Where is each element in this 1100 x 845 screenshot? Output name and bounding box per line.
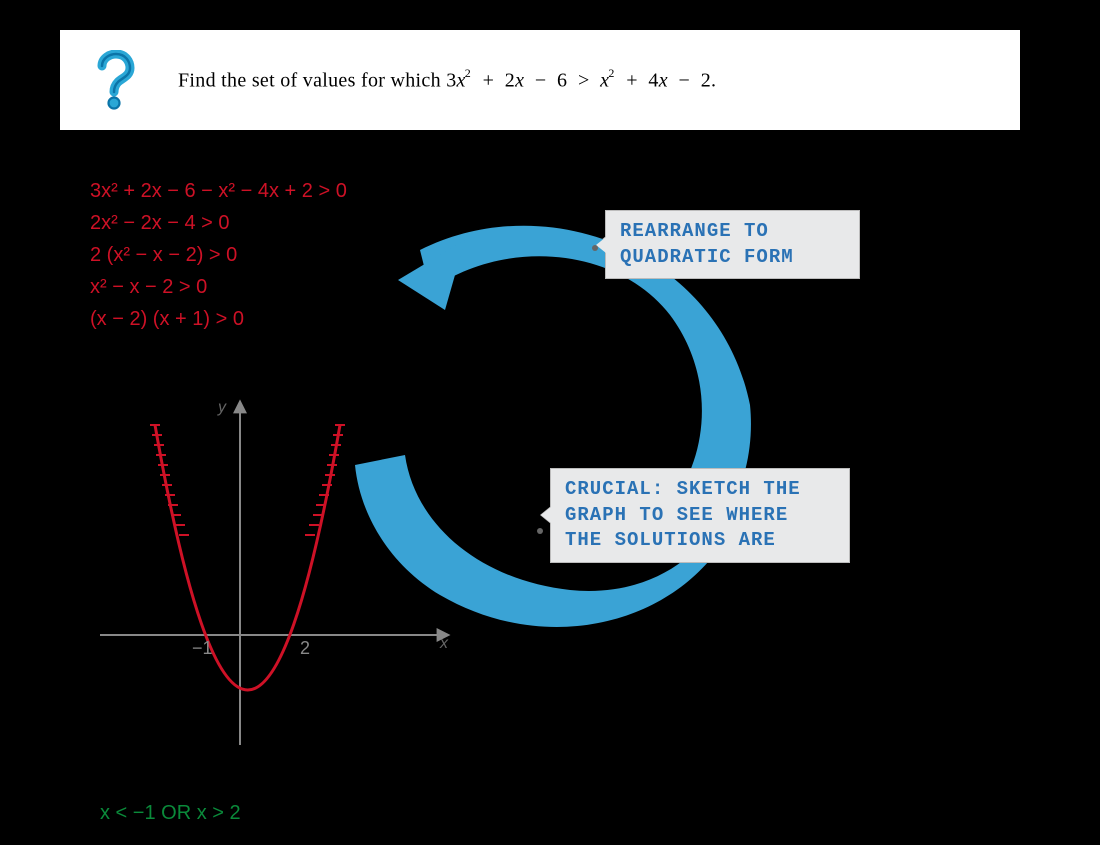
question-box: Find the set of values for which 3x2 + 2… bbox=[60, 30, 1020, 130]
working-line: 3x² + 2x − 6 − x² − 4x + 2 > 0 bbox=[90, 175, 347, 207]
annotation-rearrange: REARRANGE TOQUADRATIC FORM bbox=[605, 210, 860, 279]
annotation-text: CRUCIAL: SKETCH THEGRAPH TO SEE WHERETHE… bbox=[565, 478, 801, 551]
annotation-sketch: CRUCIAL: SKETCH THEGRAPH TO SEE WHERETHE… bbox=[550, 468, 850, 563]
tick-two: 2 bbox=[300, 638, 310, 659]
parabola-sketch: y x −1 2 bbox=[100, 395, 460, 755]
workings-block: 3x² + 2x − 6 − x² − 4x + 2 > 0 2x² − 2x … bbox=[90, 175, 347, 335]
answer-text: x < −1 OR x > 2 bbox=[100, 802, 241, 825]
working-line: 2 (x² − x − 2) > 0 bbox=[90, 239, 347, 271]
question-prefix: Find the set of values for which bbox=[178, 69, 446, 91]
tick-minus-one: −1 bbox=[192, 638, 213, 659]
working-line: 2x² − 2x − 4 > 0 bbox=[90, 207, 347, 239]
annotation-text: REARRANGE TOQUADRATIC FORM bbox=[620, 220, 794, 268]
y-axis-label: y bbox=[218, 399, 226, 417]
working-line: x² − x − 2 > 0 bbox=[90, 271, 347, 303]
question-mark-icon bbox=[90, 50, 138, 110]
working-line: (x − 2) (x + 1) > 0 bbox=[90, 303, 347, 335]
x-axis-label: x bbox=[440, 635, 448, 653]
question-text: Find the set of values for which 3x2 + 2… bbox=[178, 68, 716, 93]
